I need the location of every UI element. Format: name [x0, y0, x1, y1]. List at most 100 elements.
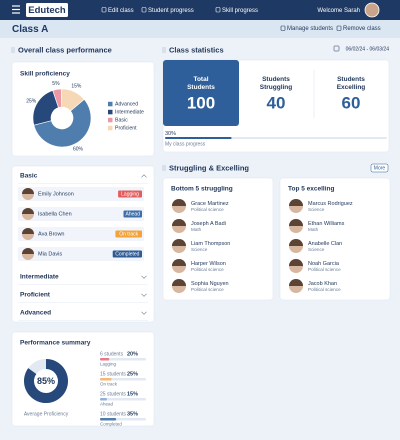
list-title: Top 5 excelling	[288, 186, 335, 193]
student-name[interactable]: Liam Thompson	[191, 241, 230, 247]
drag-handle	[164, 169, 166, 171]
student-name[interactable]: Anabelle Clan	[308, 241, 342, 247]
student-subject: Political science	[308, 267, 341, 272]
row-percent: 15%	[127, 391, 138, 397]
student-subject: Math	[308, 227, 319, 232]
student-name[interactable]: Noah Garcia	[308, 261, 340, 267]
more-label[interactable]: More	[374, 166, 386, 172]
level-name[interactable]: Advanced	[20, 310, 51, 317]
legend-label: Basic	[115, 117, 128, 123]
drag-handle	[164, 49, 166, 51]
logo-box	[26, 3, 68, 17]
nav-icon	[141, 7, 147, 13]
action-icon[interactable]	[336, 25, 342, 31]
student-subject: Science	[191, 247, 208, 252]
drag-handle	[164, 165, 166, 167]
student-name: Ava Brown	[38, 231, 65, 237]
student-subject: Political science	[191, 267, 224, 272]
progress-label: 30%	[165, 131, 176, 137]
student-name: Isabella Chen	[38, 211, 72, 217]
row-count: 15 students	[100, 371, 126, 377]
nav-item[interactable]: Student progress	[148, 8, 194, 14]
row-count: 10 students	[100, 411, 126, 417]
student-name[interactable]: Ethan Williams	[308, 221, 345, 227]
legend-label: Proficient	[115, 125, 137, 131]
class-bar	[0, 20, 400, 38]
user-avatar[interactable]	[364, 2, 380, 18]
student-subject: Math	[191, 227, 202, 232]
student-name[interactable]: Harper Wilson	[191, 261, 226, 267]
status-badge	[115, 230, 142, 238]
nav-item[interactable]: Edit class	[108, 8, 134, 14]
chevron[interactable]	[141, 275, 147, 279]
avatar-hair	[172, 259, 186, 266]
chevron[interactable]	[141, 311, 147, 315]
student-name[interactable]: Marcus Rodriguez	[308, 201, 353, 207]
student-subject: Political science	[308, 287, 341, 292]
gauge-value: 85%	[37, 376, 55, 386]
avatar-hair	[172, 239, 186, 246]
gauge-caption: Average Proficiency	[24, 411, 69, 417]
row-status: On track	[100, 382, 118, 387]
drag-handle	[162, 169, 164, 171]
student-name[interactable]: Grace Martinez	[191, 201, 229, 207]
welcome: Welcome Sarah	[317, 8, 360, 14]
student-name[interactable]: Joseph A Badi	[191, 221, 226, 227]
bar	[100, 418, 117, 421]
student-row	[18, 247, 144, 261]
class-action[interactable]: Manage students	[287, 26, 333, 32]
class-title: Class A	[12, 24, 48, 35]
pie-label: 25%	[26, 99, 37, 105]
pie-label: 60%	[73, 146, 84, 152]
student-row	[18, 207, 144, 221]
bar	[100, 398, 107, 401]
status-label: Ahead	[126, 212, 141, 218]
nav-item[interactable]: Skill progress	[222, 8, 258, 14]
student-row	[18, 227, 144, 241]
gauge-arc	[24, 359, 68, 403]
action-icon[interactable]	[280, 25, 286, 31]
drag-handle	[13, 47, 15, 49]
row-percent: 25%	[127, 371, 138, 377]
drag-handle	[164, 167, 166, 169]
drag-handle	[164, 47, 166, 49]
stat-label: Students Struggling	[259, 76, 293, 91]
avatar-hair	[289, 279, 303, 286]
date-range: 06/02/24 - 06/03/24	[346, 46, 390, 52]
section-heading: Struggling & Excelling	[169, 163, 249, 172]
section-heading: Overall class performance	[18, 45, 112, 54]
chevron[interactable]	[141, 293, 147, 297]
row-percent: 35%	[127, 411, 138, 417]
menu-button[interactable]	[12, 5, 20, 14]
more-button[interactable]	[370, 163, 389, 173]
drag-handle	[162, 47, 164, 49]
student-name[interactable]: Sophia Nguyen	[191, 281, 229, 287]
drag-handle	[164, 51, 166, 53]
level-name[interactable]: Intermediate	[20, 274, 59, 281]
class-action[interactable]: Remove class	[343, 26, 381, 32]
legend-swatch	[108, 125, 113, 131]
student-subject: Science	[308, 247, 325, 252]
chevron[interactable]	[141, 174, 147, 178]
status-label: On track	[119, 232, 138, 238]
student-name[interactable]: Jacob Khan	[308, 281, 337, 287]
legend-swatch	[108, 101, 113, 107]
level-name[interactable]: Proficient	[20, 292, 51, 299]
drag-handle	[162, 51, 164, 53]
chart-title: Skill proficiency	[20, 71, 70, 78]
avatar-hair	[22, 228, 34, 234]
level-name[interactable]: Basic	[20, 173, 38, 180]
drag-handle	[162, 165, 164, 167]
list-title: Bottom 5 struggling	[171, 186, 233, 193]
stat-value: 100	[187, 93, 215, 112]
stat-value: 40	[267, 93, 286, 112]
student-name: Emily Johnson	[38, 191, 74, 197]
drag-handle	[11, 49, 13, 51]
bar	[100, 378, 112, 381]
bar	[100, 358, 110, 361]
excelling-card	[279, 177, 391, 301]
nav-icon	[215, 7, 221, 13]
student-row	[18, 187, 144, 201]
progress-bar	[165, 137, 232, 139]
